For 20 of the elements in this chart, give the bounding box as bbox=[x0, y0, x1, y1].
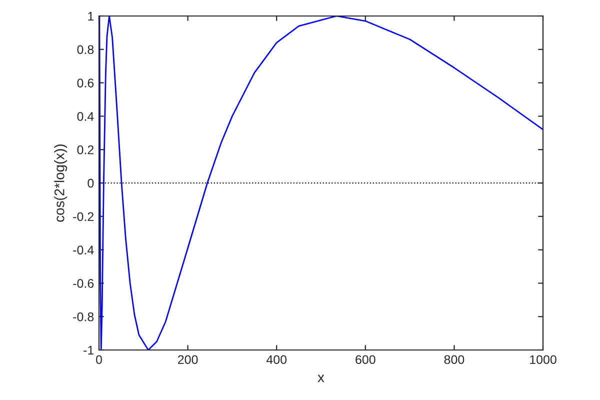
x-tick-label: 400 bbox=[266, 355, 287, 364]
line-series bbox=[99, 16, 543, 350]
y-tick-label: -0.4 bbox=[73, 246, 94, 254]
x-tick-label: 600 bbox=[356, 355, 376, 364]
x-tick-label: 200 bbox=[178, 355, 198, 364]
y-tick-label: -0.8 bbox=[73, 312, 94, 322]
y-tick-label: -1 bbox=[84, 346, 94, 355]
x-tick-label: 1000 bbox=[530, 355, 556, 364]
x-tick-label: 800 bbox=[444, 355, 464, 364]
y-tick-label: 0.4 bbox=[77, 112, 94, 121]
y-tick-label: -0.6 bbox=[73, 279, 94, 288]
y-axis-title: cos(2*log(x)) bbox=[54, 144, 68, 222]
y-tick-label: 1 bbox=[88, 12, 94, 21]
x-tick-label: 0 bbox=[96, 355, 102, 364]
y-tick-label: 0.2 bbox=[77, 145, 94, 154]
y-tick-label: -0.2 bbox=[73, 212, 94, 222]
x-axis-title: x bbox=[318, 374, 324, 382]
y-tick-label: 0 bbox=[88, 178, 94, 188]
y-tick-label: 0.8 bbox=[77, 45, 94, 54]
y-tick-label: 0.6 bbox=[77, 78, 94, 88]
